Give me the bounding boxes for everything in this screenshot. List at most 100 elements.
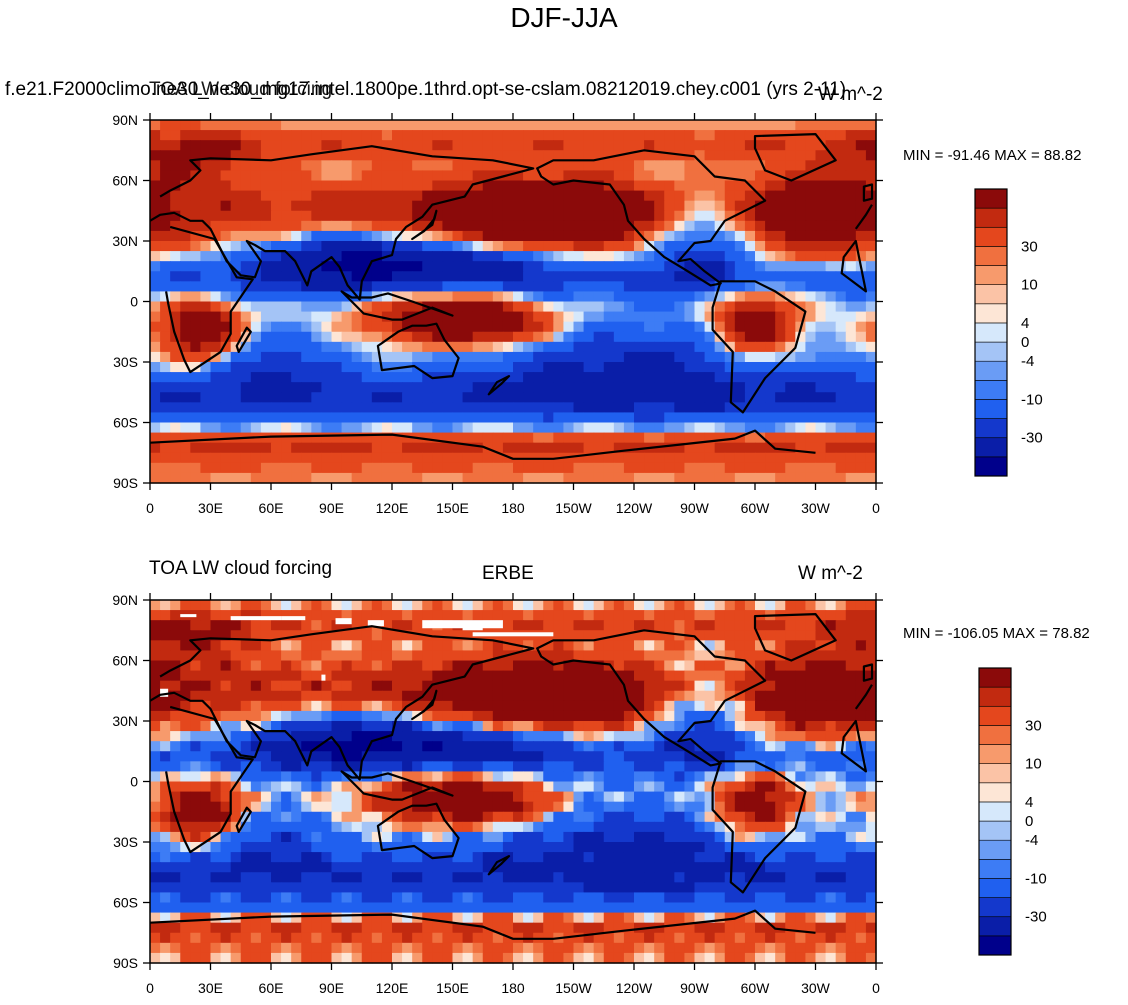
heatmap-cell — [210, 640, 222, 652]
heatmap-cell — [694, 831, 706, 843]
heatmap-cell — [311, 291, 323, 303]
heatmap-cell — [331, 710, 343, 722]
panel2-units: W m^-2 — [798, 563, 863, 584]
heatmap-cell — [402, 771, 413, 783]
heatmap-cell — [513, 781, 524, 793]
heatmap-cell — [755, 620, 766, 631]
heatmap-cell — [805, 680, 817, 692]
heatmap-cell — [835, 351, 847, 363]
heatmap-cell — [755, 710, 766, 722]
heatmap-cell — [311, 630, 323, 641]
heatmap-cell — [724, 382, 736, 393]
heatmap-cell — [472, 872, 484, 883]
heatmap-cell — [210, 200, 222, 212]
heatmap-cell — [704, 640, 716, 652]
heatmap-cell — [160, 180, 171, 192]
heatmap-cell — [795, 741, 807, 752]
heatmap-cell — [281, 731, 292, 742]
heatmap-cell — [442, 422, 454, 434]
heatmap-cell — [452, 690, 464, 702]
heatmap-cell — [331, 872, 343, 883]
heatmap-cell — [613, 422, 625, 434]
heatmap-cell — [855, 311, 867, 323]
heatmap-cell — [865, 700, 877, 712]
heatmap-cell — [573, 190, 585, 202]
heatmap-cell — [240, 862, 252, 873]
y-tick-label: 60N — [112, 173, 138, 189]
heatmap-cell — [160, 670, 171, 682]
heatmap-cell — [603, 150, 615, 161]
heatmap-cell — [150, 170, 161, 182]
heatmap-cell — [513, 220, 524, 232]
heatmap-cell — [724, 842, 736, 853]
heatmap-cell — [240, 362, 252, 373]
heatmap-cell — [361, 902, 373, 914]
heatmap-cell — [180, 721, 191, 732]
heatmap-cell — [634, 842, 645, 853]
heatmap-cell — [200, 362, 212, 373]
heatmap-cell — [714, 321, 726, 333]
heatmap-cell — [593, 721, 605, 732]
heatmap-cell — [200, 220, 212, 232]
heatmap-cell — [311, 432, 323, 444]
heatmap-cell — [442, 630, 454, 641]
heatmap-cell — [291, 751, 302, 762]
heatmap-cell — [190, 821, 202, 833]
heatmap-cell — [755, 230, 766, 242]
heatmap-cell — [341, 432, 353, 444]
heatmap-cell — [260, 210, 272, 222]
heatmap-cell — [220, 281, 232, 293]
heatmap-cell — [180, 412, 191, 424]
heatmap-cell — [452, 721, 464, 732]
heatmap-cell — [301, 392, 312, 403]
heatmap-cell — [603, 170, 615, 182]
heatmap-cell — [331, 271, 343, 282]
heatmap-cell — [744, 620, 756, 631]
heatmap-cell — [381, 610, 393, 621]
heatmap-cell — [311, 852, 323, 863]
heatmap-cell — [775, 230, 786, 242]
heatmap-cell — [301, 190, 312, 202]
heatmap-cell — [573, 801, 585, 813]
heatmap-cell — [432, 160, 444, 172]
heatmap-cell — [341, 261, 353, 272]
heatmap-cell — [210, 210, 222, 222]
heatmap-cell — [795, 150, 807, 161]
heatmap-cell — [845, 610, 857, 621]
heatmap-cell — [371, 321, 383, 333]
heatmap-cell — [543, 180, 554, 192]
heatmap-cell — [744, 200, 756, 212]
heatmap-cell — [865, 650, 877, 662]
heatmap-cell — [634, 912, 645, 924]
heatmap-cell — [623, 130, 635, 141]
heatmap-cell — [805, 690, 817, 702]
heatmap-cell — [361, 472, 373, 484]
heatmap-cell — [371, 301, 383, 313]
heatmap-cell — [583, 680, 595, 692]
heatmap-cell — [422, 241, 433, 252]
heatmap-cell — [825, 771, 837, 783]
heatmap-cell — [381, 210, 393, 222]
heatmap-cell — [623, 640, 635, 652]
heatmap-cell — [543, 660, 554, 672]
heatmap-cell — [462, 210, 474, 222]
heatmap-cell — [724, 311, 736, 323]
heatmap-cell — [452, 751, 464, 762]
heatmap-cell — [160, 741, 171, 752]
heatmap-cell — [492, 341, 504, 353]
heatmap-cell — [533, 261, 544, 272]
heatmap-cell — [805, 362, 817, 373]
heatmap-cell — [765, 271, 776, 282]
heatmap-cell — [220, 710, 232, 722]
heatmap-cell — [583, 200, 595, 212]
heatmap-cell — [392, 751, 403, 762]
heatmap-cell — [785, 892, 796, 904]
heatmap-cell — [865, 640, 877, 652]
heatmap-cell — [845, 731, 857, 742]
heatmap-cell — [684, 432, 696, 444]
heatmap-cell — [341, 872, 353, 883]
heatmap-cell — [392, 160, 403, 172]
heatmap-cell — [311, 650, 323, 662]
heatmap-cell — [321, 130, 333, 141]
heatmap-cell — [835, 210, 847, 222]
